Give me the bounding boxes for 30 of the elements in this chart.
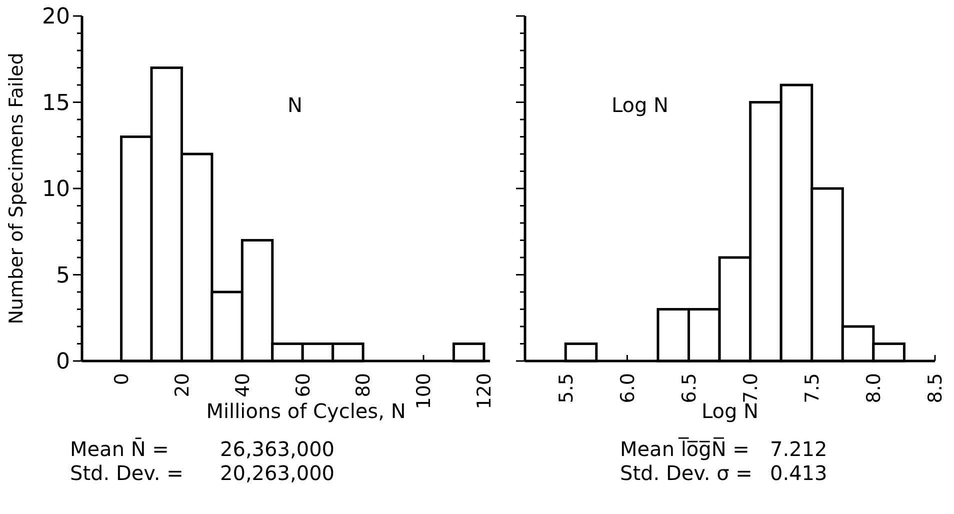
x-axis-title: Millions of Cycles, N (206, 399, 406, 423)
text: 20,263,000 (220, 461, 335, 485)
text: Std. Dev. σ = (620, 461, 752, 485)
y-axis-title: Number of Specimens Failed (6, 52, 28, 324)
text: Mean l̅o̅g̅N̅ = (620, 436, 750, 461)
y-tick-label: 20 (42, 4, 70, 30)
text: Std. Dev. = (70, 461, 184, 485)
text: Mean N̄ = (70, 437, 169, 461)
x-tick-label: 5.5 (555, 373, 578, 404)
x-tick-label: 7.5 (802, 373, 824, 404)
x-tick-label: 6.0 (616, 373, 639, 404)
x-tick-label: 20 (171, 373, 194, 398)
y-tick-label: 10 (42, 177, 70, 202)
x-tick-label: 60 (292, 373, 314, 398)
x-tick-label: 8.0 (863, 373, 886, 404)
x-tick-label: 120 (474, 373, 496, 410)
x-tick-label: 100 (413, 373, 436, 410)
annotation: Log N (611, 93, 669, 117)
y-tick-label: 0 (56, 350, 70, 375)
y-tick-label: 5 (56, 263, 70, 288)
text: 7.212 (770, 437, 828, 461)
annotation: N (288, 93, 302, 117)
x-tick-label: 8.5 (924, 373, 947, 404)
y-tick-label: 15 (42, 90, 70, 116)
x-tick-label: 40 (232, 373, 254, 398)
text: 26,363,000 (220, 437, 335, 461)
x-tick-label: 0 (110, 373, 133, 386)
text: 0.413 (770, 461, 828, 485)
x-tick-label: 6.5 (678, 373, 700, 404)
x-tick-label: 80 (352, 373, 375, 398)
